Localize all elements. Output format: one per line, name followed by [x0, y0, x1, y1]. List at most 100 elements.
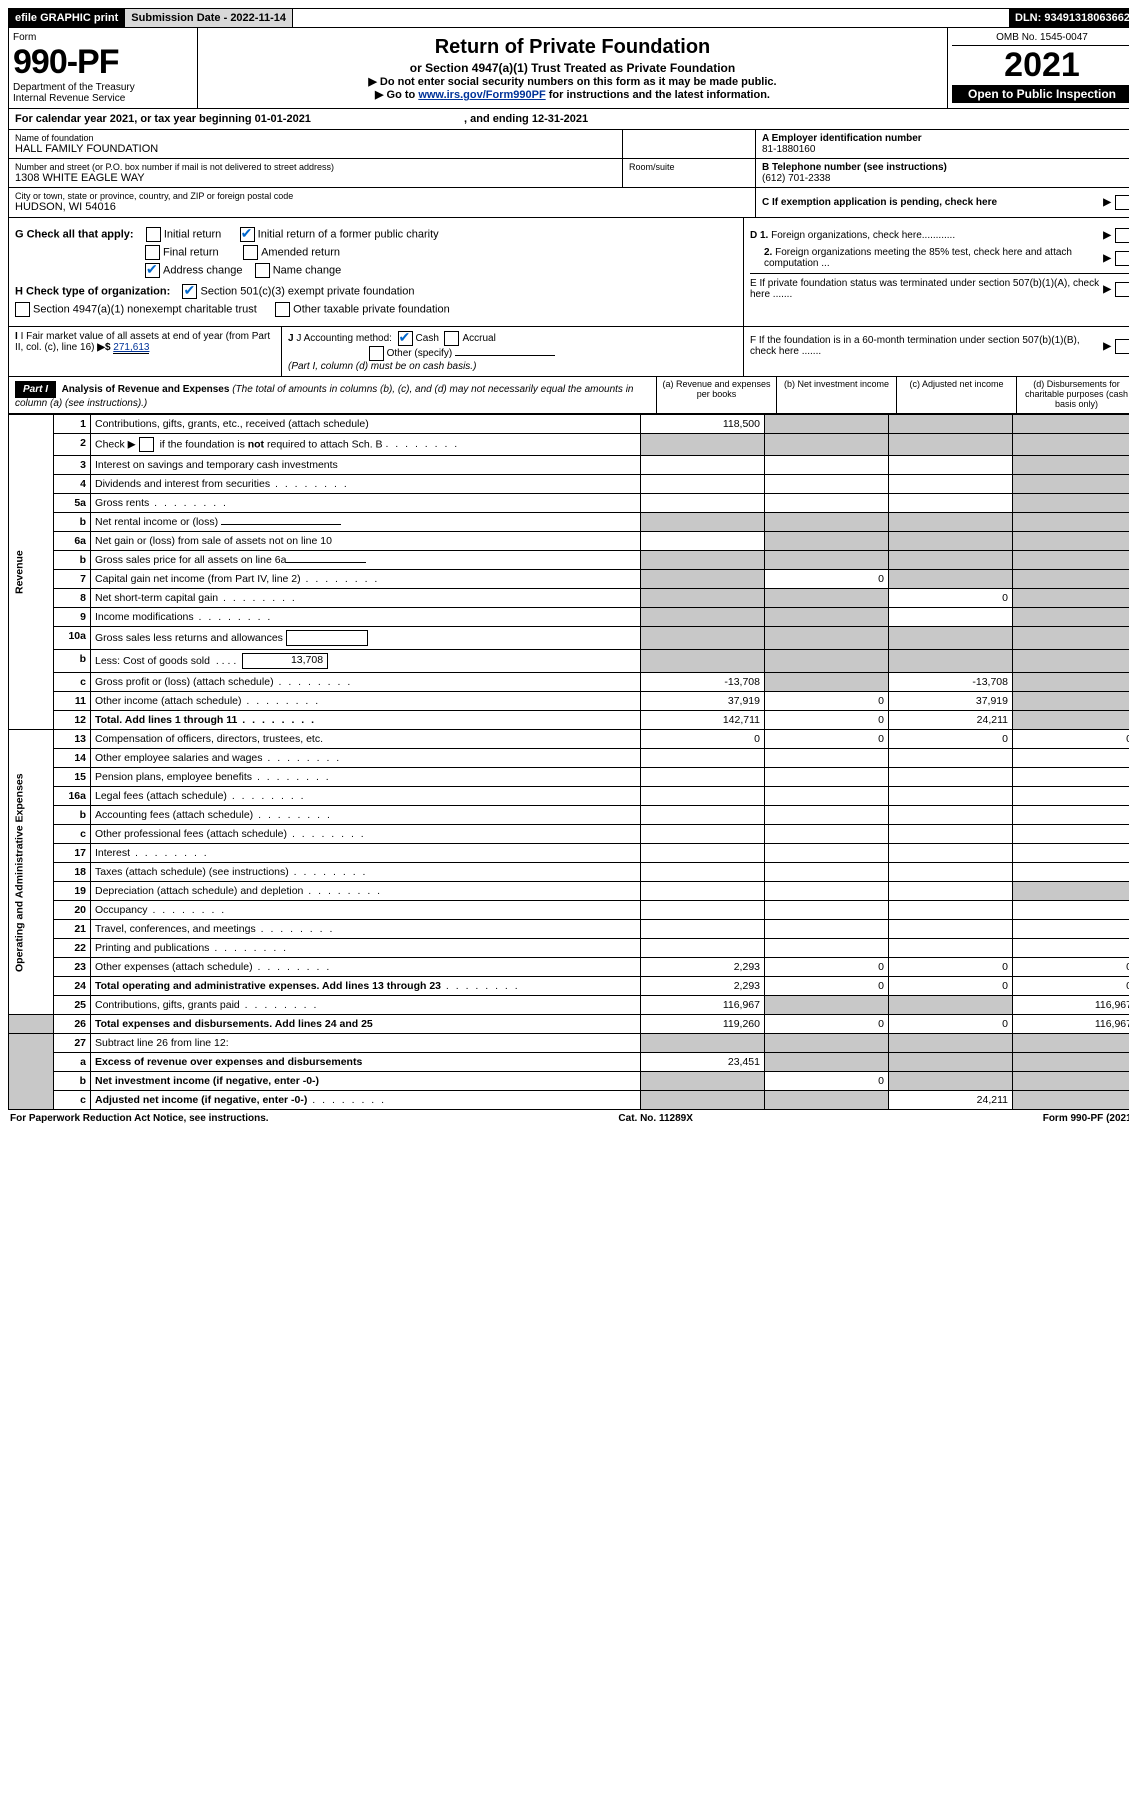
- table-row: 3Interest on savings and temporary cash …: [9, 456, 1129, 475]
- exemption-checkbox[interactable]: [1115, 195, 1129, 210]
- table-row: 16aLegal fees (attach schedule): [9, 787, 1129, 806]
- g-label: G Check all that apply:: [15, 228, 134, 240]
- part1-header-row: Part I Analysis of Revenue and Expenses …: [8, 377, 1129, 414]
- d1-checkbox[interactable]: [1115, 228, 1129, 243]
- ein-value: 81-1880160: [762, 144, 1129, 155]
- form-title: Return of Private Foundation: [204, 36, 941, 59]
- page-footer: For Paperwork Reduction Act Notice, see …: [8, 1110, 1129, 1127]
- table-row: 24Total operating and administrative exp…: [9, 977, 1129, 996]
- open-public-badge: Open to Public Inspection: [952, 85, 1129, 103]
- table-row: 15Pension plans, employee benefits: [9, 768, 1129, 787]
- form-ref: Form 990-PF (2021): [1043, 1113, 1129, 1124]
- room-suite-label: [623, 130, 755, 158]
- fmv-value: 271,613: [113, 342, 149, 354]
- submission-date: Submission Date - 2022-11-14: [125, 9, 293, 27]
- table-row: 2Check ▶ if the foundation is not requir…: [9, 434, 1129, 456]
- form-subtitle: or Section 4947(a)(1) Trust Treated as P…: [204, 61, 941, 75]
- col-a-header: (a) Revenue and expenses per books: [657, 377, 777, 413]
- table-row: cAdjusted net income (if negative, enter…: [9, 1091, 1129, 1110]
- part1-badge: Part I: [15, 381, 56, 398]
- f-label: F If the foundation is in a 60-month ter…: [750, 335, 1103, 357]
- d2-checkbox[interactable]: [1115, 251, 1129, 266]
- table-row: 14Other employee salaries and wages: [9, 749, 1129, 768]
- cat-no: Cat. No. 11289X: [618, 1113, 692, 1124]
- check-section-g-h: G Check all that apply: Initial return I…: [8, 218, 1129, 327]
- name-change-checkbox[interactable]: [255, 263, 270, 278]
- form-number: 990-PF: [13, 43, 193, 82]
- table-row: 20Occupancy: [9, 901, 1129, 920]
- form-word: Form: [13, 32, 193, 43]
- part1-table: Revenue 1Contributions, gifts, grants, e…: [8, 414, 1129, 1110]
- accounting-label: J Accounting method:: [296, 333, 392, 344]
- table-row: 11Other income (attach schedule)37,91903…: [9, 692, 1129, 711]
- table-row: 9Income modifications: [9, 608, 1129, 627]
- ein-label: A Employer identification number: [762, 133, 1129, 144]
- schb-checkbox[interactable]: [139, 437, 154, 452]
- instr-link-row: ▶ Go to www.irs.gov/Form990PF for instru…: [204, 88, 941, 101]
- city-state-zip: HUDSON, WI 54016: [15, 201, 749, 213]
- address-change-checkbox[interactable]: [145, 263, 160, 278]
- table-row: 22Printing and publications: [9, 939, 1129, 958]
- table-row: 6aNet gain or (loss) from sale of assets…: [9, 532, 1129, 551]
- table-row: bNet investment income (if negative, ent…: [9, 1072, 1129, 1091]
- col-c-header: (c) Adjusted net income: [897, 377, 1017, 413]
- initial-former-checkbox[interactable]: [240, 227, 255, 242]
- addr-label: Number and street (or P.O. box number if…: [15, 162, 616, 172]
- phone-label: B Telephone number (see instructions): [762, 162, 1129, 173]
- final-return-checkbox[interactable]: [145, 245, 160, 260]
- part1-title: Analysis of Revenue and Expenses: [62, 384, 230, 395]
- accrual-checkbox[interactable]: [444, 331, 459, 346]
- table-row: bAccounting fees (attach schedule): [9, 806, 1129, 825]
- 4947-checkbox[interactable]: [15, 302, 30, 317]
- dln-label: DLN: 93491318063662: [1009, 9, 1129, 27]
- table-row: bLess: Cost of goods sold . . . . 13,708: [9, 650, 1129, 673]
- amended-return-checkbox[interactable]: [243, 245, 258, 260]
- table-row: 17Interest: [9, 844, 1129, 863]
- street-address: 1308 WHITE EAGLE WAY: [15, 172, 616, 184]
- col-d-header: (d) Disbursements for charitable purpose…: [1017, 377, 1129, 413]
- paperwork-notice: For Paperwork Reduction Act Notice, see …: [10, 1113, 269, 1124]
- e-checkbox[interactable]: [1115, 282, 1129, 297]
- foundation-name: HALL FAMILY FOUNDATION: [15, 143, 616, 155]
- calendar-year-row: For calendar year 2021, or tax year begi…: [8, 109, 1129, 130]
- tax-year: 2021: [952, 46, 1129, 85]
- city-label: City or town, state or province, country…: [15, 191, 749, 201]
- d1-label: D 1. Foreign organizations, check here..…: [750, 230, 955, 241]
- room-suite: Room/suite: [623, 159, 755, 187]
- form990pf-link[interactable]: www.irs.gov/Form990PF: [418, 89, 545, 101]
- expenses-vert-label: Operating and Administrative Expenses: [9, 730, 54, 1015]
- other-method-checkbox[interactable]: [369, 346, 384, 361]
- table-row: 27Subtract line 26 from line 12:: [9, 1034, 1129, 1053]
- table-row: 23Other expenses (attach schedule)2,2930…: [9, 958, 1129, 977]
- table-row: Revenue 1Contributions, gifts, grants, e…: [9, 415, 1129, 434]
- fmv-accounting-row: I I Fair market value of all assets at e…: [8, 327, 1129, 377]
- cash-checkbox[interactable]: [398, 331, 413, 346]
- d2-label: 2. Foreign organizations meeting the 85%…: [750, 247, 1103, 269]
- e-label: E If private foundation status was termi…: [750, 278, 1103, 300]
- table-row: 26Total expenses and disbursements. Add …: [9, 1015, 1129, 1034]
- exemption-pending-label: C If exemption application is pending, c…: [762, 197, 997, 208]
- table-row: 21Travel, conferences, and meetings: [9, 920, 1129, 939]
- irs-label: Internal Revenue Service: [13, 93, 193, 104]
- 501c3-checkbox[interactable]: [182, 284, 197, 299]
- other-taxable-checkbox[interactable]: [275, 302, 290, 317]
- table-row: cOther professional fees (attach schedul…: [9, 825, 1129, 844]
- top-bar: efile GRAPHIC print Submission Date - 20…: [8, 8, 1129, 28]
- f-checkbox[interactable]: [1115, 339, 1129, 354]
- table-row: 18Taxes (attach schedule) (see instructi…: [9, 863, 1129, 882]
- name-label: Name of foundation: [15, 133, 616, 143]
- table-row: bGross sales price for all assets on lin…: [9, 551, 1129, 570]
- table-row: 5aGross rents: [9, 494, 1129, 513]
- efile-button[interactable]: efile GRAPHIC print: [9, 9, 125, 27]
- table-row: bNet rental income or (loss): [9, 513, 1129, 532]
- table-row: Operating and Administrative Expenses 13…: [9, 730, 1129, 749]
- table-row: cGross profit or (loss) (attach schedule…: [9, 673, 1129, 692]
- dept-treasury: Department of the Treasury: [13, 82, 193, 93]
- omb-number: OMB No. 1545-0047: [952, 32, 1129, 46]
- revenue-vert-label: Revenue: [9, 415, 54, 730]
- table-row: aExcess of revenue over expenses and dis…: [9, 1053, 1129, 1072]
- initial-return-checkbox[interactable]: [146, 227, 161, 242]
- table-row: 12Total. Add lines 1 through 11142,71102…: [9, 711, 1129, 730]
- phone-value: (612) 701-2338: [762, 173, 1129, 184]
- entity-info: Name of foundation HALL FAMILY FOUNDATIO…: [8, 130, 1129, 218]
